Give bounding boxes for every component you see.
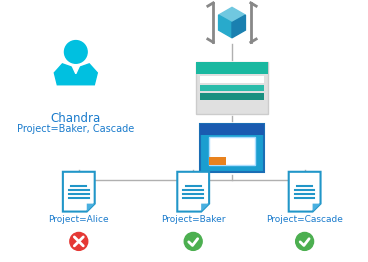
Text: Chandra: Chandra [51, 112, 101, 125]
FancyBboxPatch shape [196, 62, 268, 114]
FancyBboxPatch shape [209, 157, 226, 165]
FancyBboxPatch shape [200, 93, 264, 100]
FancyBboxPatch shape [209, 137, 255, 165]
Polygon shape [201, 204, 209, 212]
Circle shape [70, 232, 88, 250]
Polygon shape [87, 204, 95, 212]
Text: Project=Cascade: Project=Cascade [266, 215, 343, 223]
Polygon shape [219, 15, 232, 38]
Text: Project=Baker: Project=Baker [161, 215, 226, 223]
Polygon shape [72, 66, 79, 74]
Circle shape [296, 232, 314, 250]
FancyBboxPatch shape [200, 76, 264, 83]
Text: Project=Alice: Project=Alice [49, 215, 109, 223]
FancyBboxPatch shape [200, 85, 264, 91]
Polygon shape [177, 172, 209, 212]
FancyBboxPatch shape [200, 124, 264, 172]
Text: Project=Baker, Cascade: Project=Baker, Cascade [17, 124, 134, 134]
Polygon shape [219, 7, 245, 23]
Polygon shape [289, 172, 321, 212]
FancyBboxPatch shape [196, 62, 268, 74]
Polygon shape [54, 64, 97, 85]
Polygon shape [312, 204, 321, 212]
Circle shape [184, 232, 202, 250]
Polygon shape [63, 172, 95, 212]
FancyBboxPatch shape [200, 124, 264, 135]
Circle shape [64, 41, 87, 63]
Polygon shape [232, 15, 245, 38]
